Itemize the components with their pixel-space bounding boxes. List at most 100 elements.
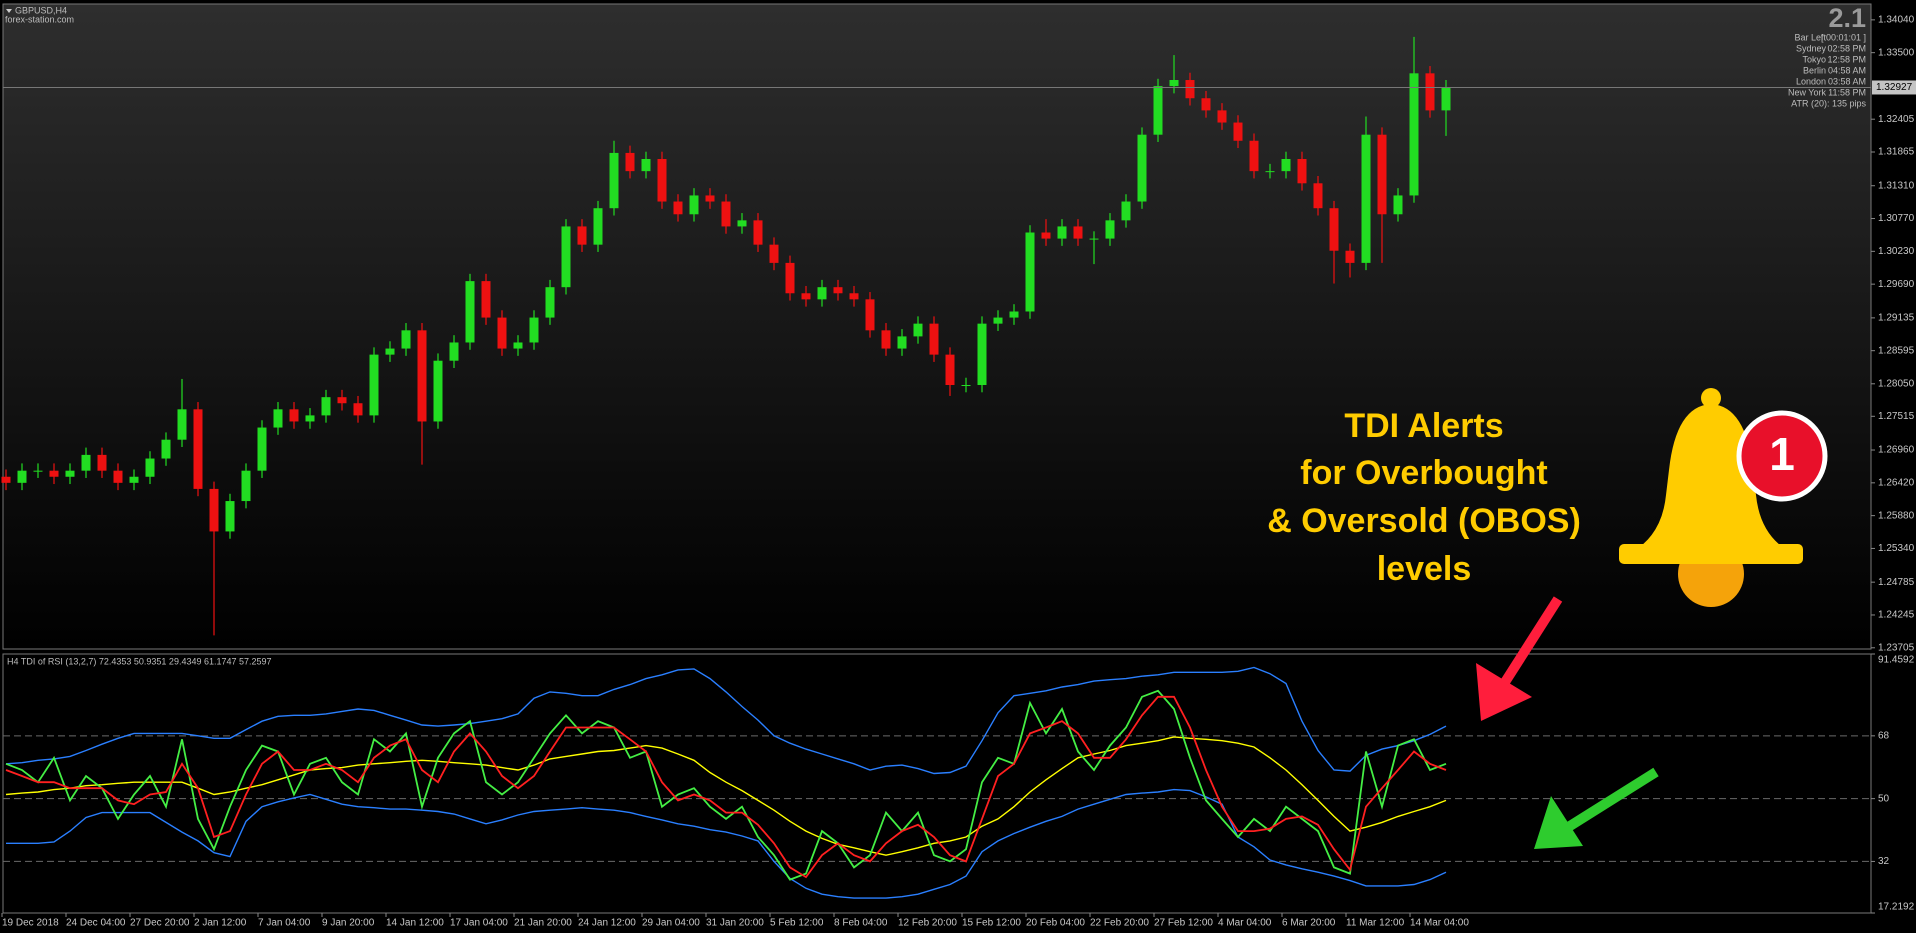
x-tick-label: 9 Jan 20:00 xyxy=(322,918,375,929)
x-tick-label: 12 Feb 20:00 xyxy=(898,918,957,929)
x-tick-label: 24 Jan 12:00 xyxy=(578,918,636,929)
y-tick-label: 1.30230 xyxy=(1878,246,1915,257)
candle-body xyxy=(657,158,667,202)
candle-body xyxy=(689,195,699,215)
bell-body xyxy=(1632,404,1790,552)
y-tick-label: 91.4592 xyxy=(1878,655,1915,666)
x-tick-label: 5 Feb 12:00 xyxy=(770,918,824,929)
candle-body xyxy=(385,348,395,355)
y-tick-label: 1.31310 xyxy=(1878,180,1915,191)
x-tick-label: 15 Feb 12:00 xyxy=(962,918,1021,929)
candle-body xyxy=(1329,208,1339,251)
x-tick-label: 14 Mar 04:00 xyxy=(1410,918,1469,929)
y-tick-label: 17.2192 xyxy=(1878,902,1915,913)
candle-body xyxy=(609,152,619,209)
candle-body xyxy=(145,458,155,477)
candle-body xyxy=(1409,73,1419,196)
candle-body xyxy=(1377,134,1387,215)
candle-body xyxy=(849,293,859,300)
y-tick-label: 1.25880 xyxy=(1878,510,1915,521)
candle-body xyxy=(1105,220,1115,239)
candle-body xyxy=(337,397,347,404)
y-tick-label: 68 xyxy=(1878,730,1890,741)
candle-body xyxy=(545,287,555,318)
x-tick-label: 20 Feb 04:00 xyxy=(1026,918,1085,929)
arrows xyxy=(1476,596,1659,849)
candle-body xyxy=(1121,201,1131,221)
y-tick-label: 1.26420 xyxy=(1878,477,1915,488)
candle-body xyxy=(449,342,459,361)
candle-body xyxy=(33,470,43,472)
candle-body xyxy=(1,476,11,483)
info-value: 11:58 PM xyxy=(1828,87,1866,97)
candle-body xyxy=(641,158,651,172)
candle-body xyxy=(465,281,475,343)
x-tick-label: 24 Dec 04:00 xyxy=(66,918,126,929)
candle-body xyxy=(481,281,491,318)
x-tick-label: 4 Mar 04:00 xyxy=(1218,918,1272,929)
y-tick-label: 50 xyxy=(1878,793,1890,804)
callout-line: TDI Alerts xyxy=(1344,407,1503,445)
candle-body xyxy=(1057,226,1067,239)
candle-body xyxy=(1041,232,1051,239)
info-value: 02:58 PM xyxy=(1827,43,1866,53)
candle-body xyxy=(833,287,843,294)
candle-body xyxy=(1169,80,1179,87)
candle-body xyxy=(737,220,747,227)
x-tick-label: 27 Feb 12:00 xyxy=(1154,918,1213,929)
candle-body xyxy=(753,220,763,245)
candle-body xyxy=(1217,110,1227,123)
atr-label: ATR (20): 135 pips xyxy=(1791,98,1866,108)
candle-body xyxy=(1089,238,1099,240)
candle-body xyxy=(977,323,987,386)
candle-body xyxy=(433,360,443,422)
dropdown-icon xyxy=(6,9,12,13)
x-tick-label: 11 Mar 12:00 xyxy=(1346,918,1405,929)
y-tick-label: 1.26960 xyxy=(1878,445,1915,456)
y-tick-label: 1.27515 xyxy=(1878,411,1915,422)
info-name: Bar Left xyxy=(1794,32,1826,42)
candle-body xyxy=(561,226,571,288)
candle-body xyxy=(1425,73,1435,111)
candle-body xyxy=(289,409,299,422)
candle-body xyxy=(497,317,507,349)
candle-body xyxy=(881,330,891,349)
candle-body xyxy=(65,470,75,477)
candle-body xyxy=(1073,226,1083,239)
x-tick-label: 21 Jan 20:00 xyxy=(514,918,572,929)
alert-callout: TDI Alerts for Overbought & Oversold (OB… xyxy=(1267,407,1581,588)
indicator-panel xyxy=(2,653,1872,914)
y-tick-label: 1.24245 xyxy=(1878,610,1915,621)
candle-body xyxy=(97,454,107,471)
info-name: Sydney xyxy=(1796,43,1827,53)
candle-body xyxy=(321,397,331,416)
candle-body xyxy=(913,323,923,337)
red-arrow-shaft xyxy=(1495,596,1563,693)
x-tick-label: 29 Jan 04:00 xyxy=(642,918,700,929)
candle-body xyxy=(369,354,379,416)
candle-body xyxy=(961,385,971,387)
candle-body xyxy=(273,409,283,428)
x-tick-label: 17 Jan 04:00 xyxy=(450,918,508,929)
candle-body xyxy=(1025,232,1035,312)
badge-count: 1 xyxy=(1769,428,1795,480)
candle-body xyxy=(769,244,779,263)
info-value: 03:58 AM xyxy=(1828,76,1866,86)
info-name: London xyxy=(1796,76,1826,86)
candle-body xyxy=(785,262,795,294)
red-arrow-head xyxy=(1476,663,1532,721)
candle-body xyxy=(1313,183,1323,209)
candle-body xyxy=(993,317,1003,324)
y-tick-label: 1.31865 xyxy=(1878,147,1915,158)
last-price-label: 1.32927 xyxy=(1876,82,1913,93)
candle-body xyxy=(929,323,939,355)
info-value: [ 00:01:01 ] xyxy=(1821,32,1866,42)
x-tick-label: 31 Jan 20:00 xyxy=(706,918,764,929)
y-tick-label: 1.24785 xyxy=(1878,577,1915,588)
x-tick-label: 7 Jan 04:00 xyxy=(258,918,311,929)
y-tick-label: 1.34040 xyxy=(1878,14,1915,25)
badge xyxy=(1736,410,1828,502)
